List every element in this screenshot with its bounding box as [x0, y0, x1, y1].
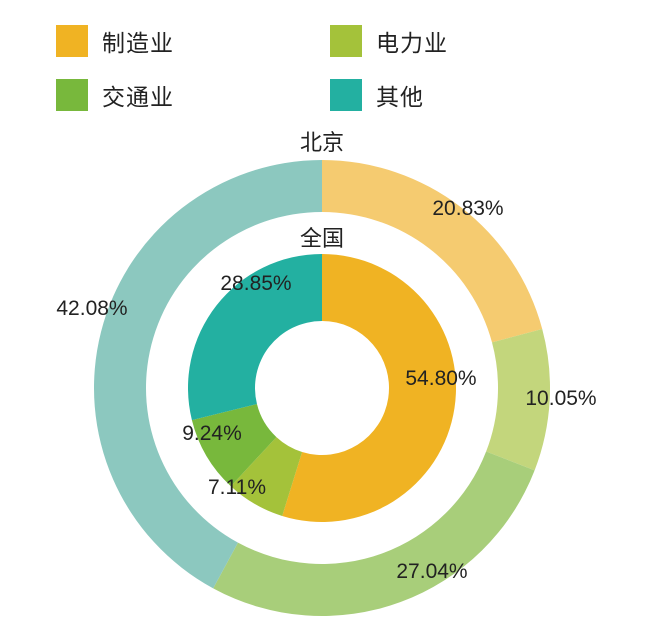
inner-slice-3	[191, 404, 277, 487]
legend-item-power: 电力业	[330, 24, 448, 58]
outer-ring	[93, 160, 550, 616]
outer-slice-label-2: 10.05%	[525, 387, 596, 410]
inner-slice-label-3: 9.24%	[182, 422, 242, 445]
inner-ring	[188, 254, 457, 522]
legend-item-other: 其他	[330, 78, 424, 112]
legend-label: 交通业	[102, 85, 174, 111]
outer-slice-label-1: 20.83%	[432, 197, 503, 220]
inner-slice-4	[188, 254, 322, 421]
inner-slice-2	[230, 437, 303, 516]
outer-slice-3	[213, 451, 535, 616]
outer-slice-label-4: 42.08%	[56, 297, 127, 320]
outer-ring-title: 北京	[300, 131, 344, 156]
inner-ring-title: 全国	[300, 227, 344, 252]
legend-label: 电力业	[376, 31, 448, 57]
inner-slice-1	[282, 254, 457, 522]
legend-label: 其他	[376, 85, 424, 111]
legend-swatch	[56, 25, 88, 57]
legend-swatch	[330, 79, 362, 111]
legend-item-transport: 交通业	[56, 78, 174, 112]
inner-slice-label-2: 7.11%	[208, 476, 266, 499]
outer-slice-2	[486, 328, 550, 471]
outer-slice-4	[93, 160, 323, 589]
inner-slice-label-1: 54.80%	[405, 367, 476, 390]
outer-slice-label-3: 27.04%	[396, 560, 467, 583]
legend-swatch	[330, 25, 362, 57]
inner-slice-label-4: 28.85%	[220, 272, 291, 295]
legend-swatch	[56, 79, 88, 111]
legend-item-manufacturing: 制造业	[56, 24, 174, 58]
legend-label: 制造业	[102, 31, 174, 57]
outer-slice-1	[322, 160, 543, 343]
